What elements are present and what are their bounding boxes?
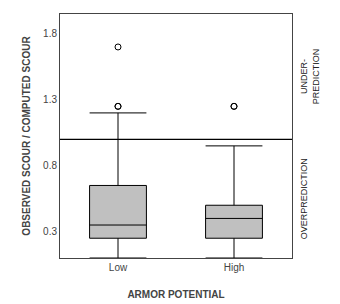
svg-text:1.8: 1.8 (43, 28, 57, 39)
svg-text:Low: Low (109, 262, 128, 273)
svg-text:0.8: 0.8 (43, 160, 57, 171)
svg-text:OVERPREDICTION: OVERPREDICTION (299, 158, 309, 239)
svg-text:High: High (224, 262, 245, 273)
svg-text:ARMOR POTENTIAL: ARMOR POTENTIAL (127, 289, 224, 300)
svg-text:OBSERVED SCOUR / COMPUTED SCOU: OBSERVED SCOUR / COMPUTED SCOUR (21, 36, 32, 236)
svg-text:0.3: 0.3 (43, 226, 57, 237)
svg-text:1.3: 1.3 (43, 94, 57, 105)
svg-text:UNDER-PREDICTION: UNDER-PREDICTION (299, 49, 321, 105)
